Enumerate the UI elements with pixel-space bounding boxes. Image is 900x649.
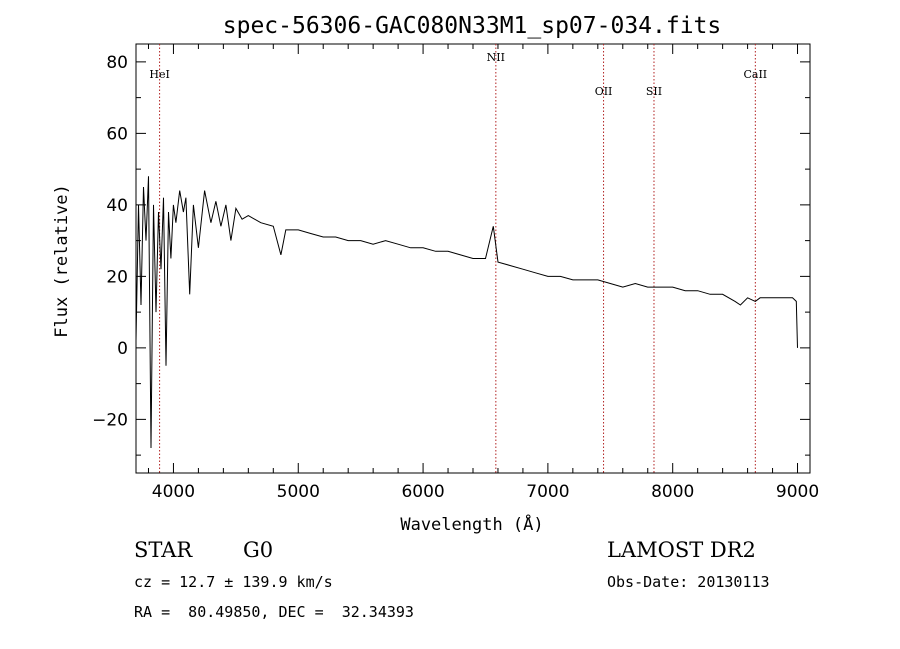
plot-area: 4000 5000 6000 7000 8000 9000 −20 0 20 40 60 80 HeI N… xyxy=(92,43,819,502)
y-tick-label: 20 xyxy=(106,267,128,287)
y-tick-label: 80 xyxy=(106,53,128,73)
line-marker-label: CaII xyxy=(743,68,767,81)
chart-title: spec-56306-GAC080N33M1_sp07-034.fits xyxy=(223,13,722,39)
line-marker-label: OII xyxy=(595,85,613,98)
y-tick-label: −20 xyxy=(92,410,128,430)
line-marker-label: SII xyxy=(646,85,662,98)
redshift-text: cz = 12.7 ± 139.9 km/s xyxy=(134,573,333,591)
y-tick-label: 0 xyxy=(117,339,128,359)
x-tick-label: 9000 xyxy=(776,482,819,502)
x-tick-label: 8000 xyxy=(651,482,694,502)
line-marker-label: HeI xyxy=(149,68,169,81)
object-subclass: G0 xyxy=(243,538,274,562)
x-tick-label: 6000 xyxy=(401,482,444,502)
x-tick-label: 4000 xyxy=(152,482,195,502)
y-tick-label: 60 xyxy=(106,124,128,144)
x-axis-label: Wavelength (Å) xyxy=(400,513,543,535)
x-tick-label: 7000 xyxy=(526,482,569,502)
y-tick-label: 40 xyxy=(106,196,128,216)
coordinates-text: RA = 80.49850, DEC = 32.34393 xyxy=(134,603,414,621)
x-tick-label: 5000 xyxy=(277,482,320,502)
observation-date: Obs-Date: 20130113 xyxy=(607,573,770,591)
spectrum-line xyxy=(135,176,798,449)
object-class: STAR xyxy=(134,538,193,562)
survey-name: LAMOST DR2 xyxy=(607,538,756,562)
line-marker-label: NII xyxy=(487,51,505,64)
y-axis-label: Flux (relative) xyxy=(52,184,72,338)
